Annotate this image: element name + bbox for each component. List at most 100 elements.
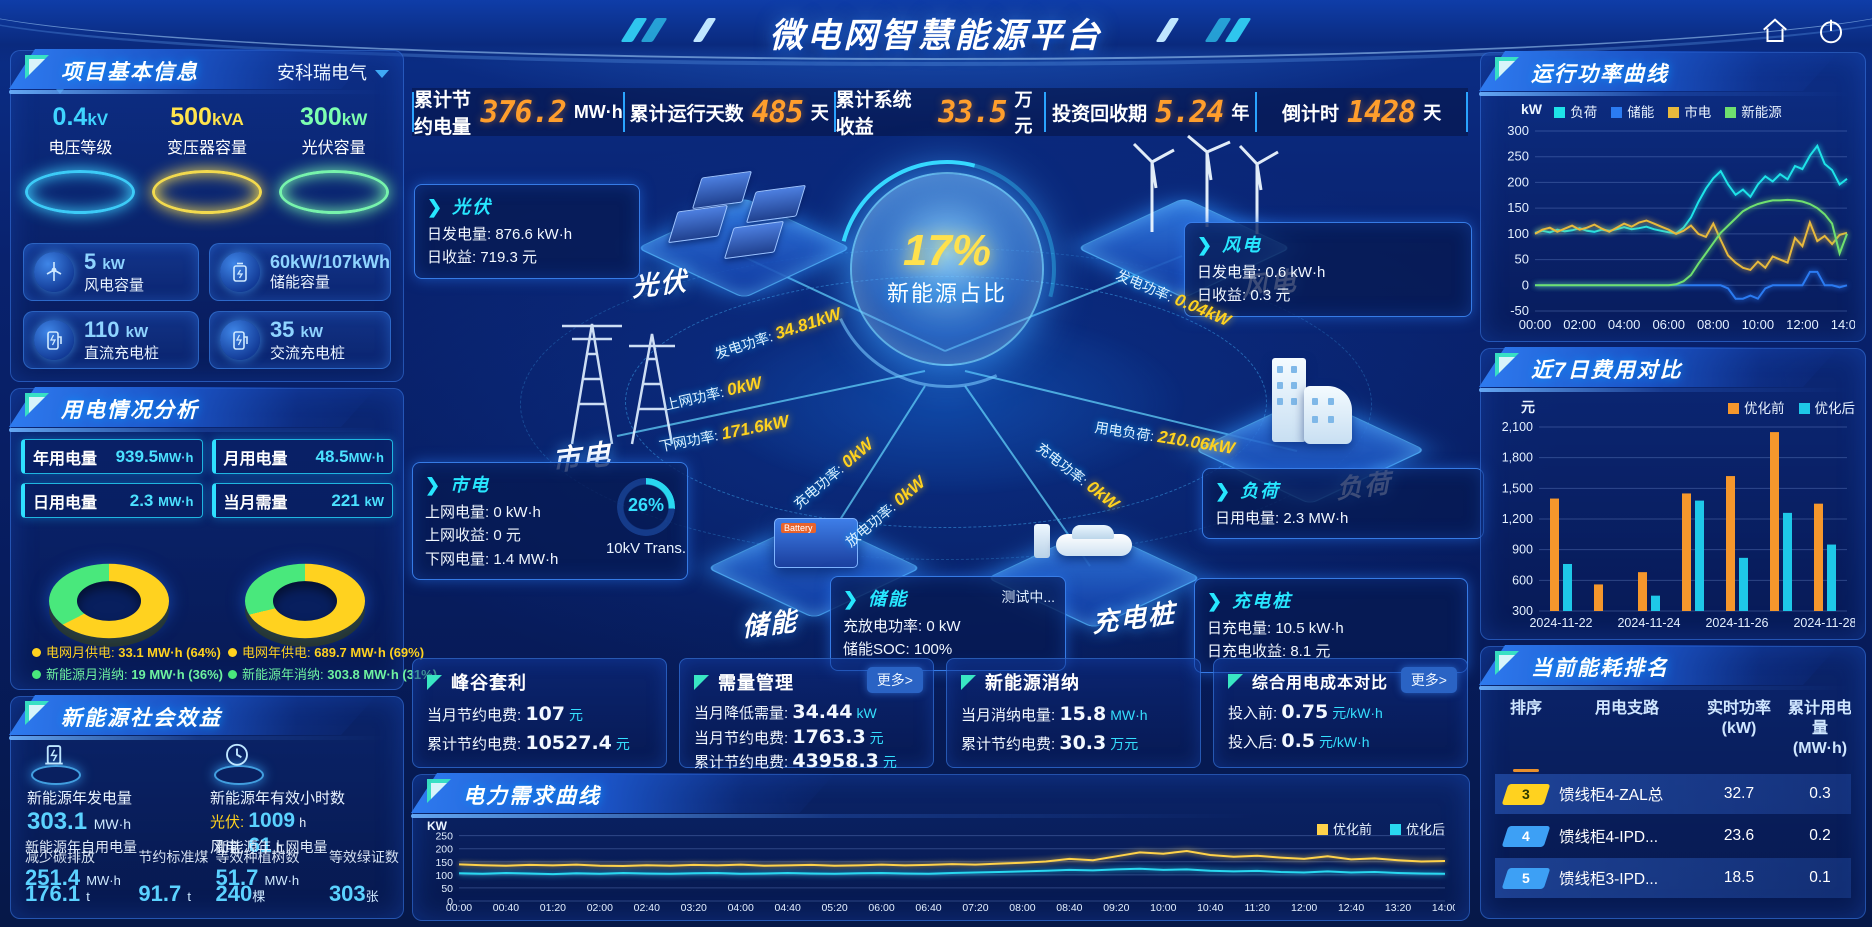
- info-box-wind: ❯ 风电 日发电量: 0.6 kW·h 日收益: 0.3 元: [1184, 222, 1472, 317]
- bar-优化前: [1814, 503, 1823, 611]
- axis-tick-label: 2,100: [1502, 420, 1533, 434]
- kpi-saved-energy: 累计节约电量 376.2 MW·h: [412, 90, 623, 138]
- panel-corner-icon: [427, 675, 442, 690]
- bar-优化后: [1695, 500, 1704, 611]
- building-icon: [1272, 358, 1306, 442]
- more-button[interactable]: 更多>: [1400, 667, 1457, 693]
- axis-tick-label: 1,800: [1502, 451, 1533, 465]
- node-label-storage: 储能: [741, 605, 799, 643]
- panel-cost-7day: 近7日费用对比 元 优化前 优化后 300 600 900 1,200 1,500 1,80…: [1479, 348, 1866, 640]
- legend-swatch: [1316, 824, 1328, 835]
- bar-优化后: [1783, 512, 1792, 611]
- car-icon: [1056, 525, 1132, 556]
- axis-tick-label: 50: [441, 883, 453, 895]
- panel-corner-icon: [25, 701, 49, 725]
- legend-item[interactable]: 优化后: [1798, 397, 1855, 417]
- gauge-label: 10kV Trans.: [605, 540, 687, 557]
- legend-swatch: [1611, 107, 1623, 118]
- axis-tick-label: 0: [447, 896, 453, 908]
- legend-item[interactable]: 优化后: [1389, 819, 1445, 838]
- bar-优化前: [1638, 572, 1647, 611]
- social-self-use: 新能源年自用电量 减少碳排放 251.4 MW·h 176.1 t: [25, 839, 137, 906]
- axis-tick-label: 11:20: [1244, 902, 1270, 914]
- legend-swatch: [1725, 107, 1737, 118]
- ranking-row[interactable]: 3 馈线柜4-ZAL总 32.7 0.3: [1495, 774, 1851, 814]
- donut-chart-year: [245, 563, 365, 639]
- legend-item[interactable]: 优化前: [1316, 819, 1372, 838]
- stat-year-usage: 年用电量 939.5MW·h: [21, 439, 203, 474]
- company-dropdown[interactable]: 安科瑞电气: [277, 59, 389, 85]
- legend-item[interactable]: 新能源: [1725, 101, 1782, 121]
- panel-renewable-consumption: 新能源消纳 当月消纳电量: 15.8 MW·h 累计节约电费: 30.3 万元: [946, 658, 1201, 768]
- kpi-value: 485: [751, 94, 804, 130]
- chart-legend: 负荷 储能 市电 新能源: [1481, 101, 1855, 121]
- axis-tick-label: -50: [1510, 303, 1529, 318]
- branch-name: 馈线柜4-ZAL总: [1559, 787, 1664, 804]
- axis-tick-label: 200: [1507, 174, 1529, 189]
- bar-优化后: [1563, 563, 1572, 611]
- chevron-right-icon: ❯: [1207, 591, 1225, 611]
- legend-item[interactable]: 优化前: [1728, 397, 1785, 417]
- legend-swatch: [1554, 107, 1566, 118]
- axis-tick-label: 08:00: [1697, 317, 1730, 332]
- series-line-优化前: [458, 849, 1446, 868]
- series-line-负荷: [1534, 143, 1848, 235]
- ranking-row[interactable]: 4 馈线柜4-IPD... 23.6 0.2: [1495, 816, 1851, 856]
- ranking-table-header: 排序 用电支路 实时功率 (kW) 累计用电量 (MW·h): [1495, 699, 1851, 772]
- legend-item[interactable]: 储能: [1611, 101, 1654, 121]
- more-button[interactable]: 更多>: [866, 667, 923, 693]
- ranking-row[interactable]: 5 馈线柜3-IPD... 18.5 0.1: [1495, 858, 1851, 898]
- bar-优化前: [1594, 584, 1603, 611]
- bar-优化后: [1827, 544, 1836, 611]
- legend-swatch: [1668, 107, 1680, 118]
- legend-item[interactable]: 市电: [1668, 101, 1711, 121]
- kpi-label: 投资回收期: [1052, 103, 1148, 125]
- kpi-unit: 天: [810, 103, 829, 123]
- info-box-load: ❯ 负荷 日用电量: 2.3 MW·h: [1202, 468, 1484, 540]
- capacity-card-wind: 5 kW 风电容量: [23, 243, 199, 301]
- ranking-row[interactable]: 6 馈线柜6-IPD 22.7 0.1: [1495, 900, 1851, 910]
- axis-tick-label: 250: [1507, 149, 1529, 164]
- axis-tick-label: 2024-11-24: [1617, 616, 1680, 630]
- generation-icon: [45, 745, 63, 765]
- panel-title: 当前能耗排名: [1531, 657, 1669, 680]
- axis-tick-label: 0: [1522, 277, 1529, 292]
- kpi-payback-period: 投资回收期 5.24 年: [1044, 92, 1255, 132]
- page-title: 微电网智慧能源平台: [769, 17, 1103, 55]
- axis-tick-label: 05:20: [821, 902, 847, 914]
- wind-turbine-icon: [34, 252, 74, 292]
- panel-corner-icon: [427, 779, 451, 803]
- legend-swatch: [1798, 403, 1810, 414]
- social-hours: 新能源年有效小时数 光伏: 1009 h 风电: 61 h: [210, 743, 393, 858]
- power-icon[interactable]: [1816, 16, 1846, 46]
- kpi-unit: 天: [1423, 103, 1442, 123]
- axis-tick-label: 2024-11-22: [1529, 616, 1592, 630]
- rank-badge: 6: [1501, 909, 1551, 910]
- capacity-card-ac-charger: 35 kW 交流充电桩: [208, 311, 391, 369]
- panel-corner-icon: [25, 55, 49, 79]
- renewable-percentage-label: 新能源占比: [886, 281, 1007, 306]
- ac-charger-icon: [219, 320, 260, 360]
- panel-title: 近7日费用对比: [1531, 359, 1683, 382]
- social-gen: 新能源年发电量 303.1 MW·h: [27, 743, 210, 858]
- pagination-indicator: [1513, 769, 1539, 772]
- spotlight-voltage: 0.4kV 电压等级: [20, 103, 140, 214]
- axis-tick-label: 10:00: [1742, 317, 1775, 332]
- center-hub: 17% 新能源占比: [794, 116, 1100, 422]
- home-icon[interactable]: [1760, 16, 1790, 46]
- chevron-down-icon: [375, 70, 389, 79]
- legend-item[interactable]: 负荷: [1554, 101, 1597, 121]
- axis-tick-label: 12:00: [1786, 317, 1819, 332]
- axis-tick-label: 600: [1512, 573, 1533, 587]
- axis-tick-label: 08:40: [1056, 902, 1082, 914]
- panel-title: 新能源社会效益: [61, 707, 222, 730]
- branch-name: 馈线柜3-IPD...: [1559, 871, 1659, 888]
- renewable-percentage: 17%: [902, 226, 992, 275]
- axis-tick-label: 00:00: [446, 902, 472, 914]
- legend-item: 电网月供电: 33.1 MW·h (64%): [32, 642, 221, 661]
- kpi-value: 33.5: [938, 94, 1007, 130]
- panel-title: 电力需求曲线: [463, 785, 601, 808]
- axis-tick-label: 50: [1515, 252, 1529, 267]
- axis-tick-label: 1,500: [1502, 481, 1533, 495]
